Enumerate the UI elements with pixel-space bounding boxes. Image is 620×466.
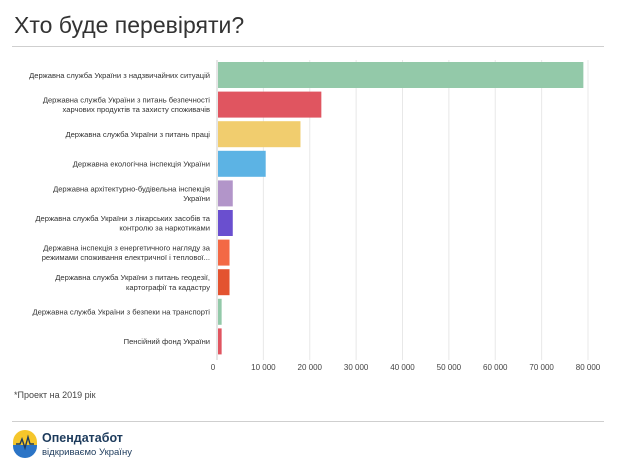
category-label: Державна інспекція з енергетичного нагля… <box>42 244 211 263</box>
bar <box>218 269 230 296</box>
bar-chart: 0 10 000 20 000 30 000 40 000 50 000 60 000 70 … <box>29 60 601 372</box>
title-divider <box>12 46 604 47</box>
bar <box>218 62 584 88</box>
x-tick-label: 30 000 <box>344 363 369 372</box>
x-tick-label: 10 000 <box>251 363 276 372</box>
bar <box>218 180 233 207</box>
x-tick-label: 0 <box>211 363 216 372</box>
x-tick-label: 40 000 <box>390 363 415 372</box>
x-tick-label: 70 000 <box>529 363 554 372</box>
bar <box>218 121 301 148</box>
category-label: Державна архітектурно-будівельна інспекц… <box>53 184 210 203</box>
page-title: Хто буде перевіряти? <box>14 12 245 38</box>
logo-name: Опендатабот <box>42 431 123 445</box>
category-label: Державна служба України з надзвичайних с… <box>29 71 210 80</box>
logo-icon <box>13 430 37 458</box>
category-label: Державна служба України з питань геодезі… <box>55 273 210 292</box>
bar <box>218 239 230 266</box>
bar <box>218 210 233 236</box>
bar <box>218 91 322 118</box>
opendatabot-logo[interactable]: Опендатабот відкриваємо Україну <box>12 428 212 462</box>
logo-tagline: відкриваємо Україну <box>42 447 132 458</box>
bar <box>218 150 266 177</box>
category-label: Державна служба України з безпеки на тра… <box>32 308 210 317</box>
category-label: Державна служба України з питань безпечн… <box>43 96 210 115</box>
x-tick-label: 80 000 <box>576 363 601 372</box>
x-tick-label: 60 000 <box>483 363 508 372</box>
x-tick-label: 50 000 <box>437 363 462 372</box>
x-tick-label: 20 000 <box>298 363 323 372</box>
footnote: *Проект на 2019 рік <box>14 390 96 400</box>
category-label: Державна екологічна інспекція України <box>73 160 210 169</box>
category-label: Державна служба України з питань праці <box>65 130 210 139</box>
category-label: Пенсійний фонд України <box>124 337 210 346</box>
category-label: Державна служба України з лікарських зас… <box>35 214 210 233</box>
bar <box>218 298 222 325</box>
bar <box>218 328 222 355</box>
footer-divider <box>12 421 604 422</box>
